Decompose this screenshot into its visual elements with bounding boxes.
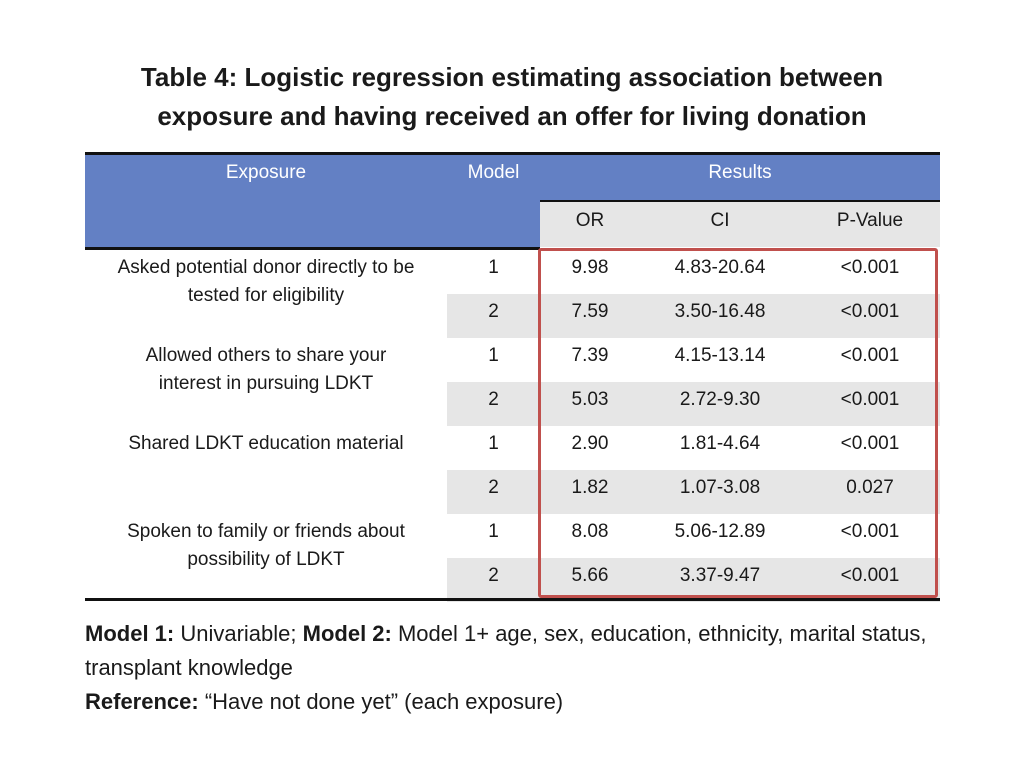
cell-model: 1 — [488, 345, 499, 366]
exposure-label-line: tested for eligibility — [187, 285, 345, 306]
cell-model: 2 — [488, 389, 499, 410]
cell-or: 7.59 — [571, 301, 609, 322]
exposure-label: Allowed others to share your interest in … — [85, 342, 447, 398]
exposure-label-line: interest in pursuing LDKT — [158, 373, 374, 394]
table-header-rule — [85, 247, 540, 250]
title-line-1: Table 4: Logistic regression estimating … — [140, 62, 884, 92]
cell-ci: 5.06-12.89 — [674, 521, 766, 542]
subheader-shade — [540, 202, 940, 247]
row-shade — [447, 294, 940, 338]
header-results: Results — [708, 162, 772, 183]
cell-ci: 2.72-9.30 — [679, 389, 761, 410]
cell-model: 2 — [488, 477, 499, 498]
cell-or: 5.03 — [571, 389, 609, 410]
model2-label: Model 2: — [302, 621, 392, 646]
cell-or: 2.90 — [571, 433, 609, 454]
model1-label: Model 1: — [85, 621, 175, 646]
cell-model: 2 — [488, 301, 499, 322]
results-subheader-rule — [540, 200, 940, 202]
row-shade — [447, 382, 940, 426]
results-highlight-box — [538, 248, 938, 598]
reference-text: “Have not done yet” (each exposure) — [198, 689, 564, 714]
subheader-ci: CI — [710, 210, 730, 231]
exposure-label-line: Asked potential donor directly to be — [117, 257, 415, 278]
cell-ci: 3.50-16.48 — [674, 301, 766, 322]
cell-pvalue: <0.001 — [840, 389, 900, 410]
cell-ci: 1.07-3.08 — [679, 477, 761, 498]
cell-or: 7.39 — [571, 345, 609, 366]
cell-or: 1.82 — [571, 477, 609, 498]
cell-pvalue: <0.001 — [840, 565, 900, 586]
title-line-2: exposure and having received an offer fo… — [157, 101, 867, 131]
exposure-label-line: Shared LDKT education material — [128, 433, 404, 454]
cell-ci: 3.37-9.47 — [679, 565, 761, 586]
cell-model: 1 — [488, 521, 499, 542]
cell-ci: 4.83-20.64 — [674, 257, 766, 278]
model-notes: Model 1: Univariable; Model 2: Model 1+ … — [85, 617, 985, 685]
cell-pvalue: <0.001 — [840, 521, 900, 542]
cell-pvalue: <0.001 — [840, 345, 900, 366]
cell-model: 1 — [488, 257, 499, 278]
cell-pvalue: 0.027 — [846, 477, 894, 498]
exposure-label: Asked potential donor directly to be test… — [85, 254, 447, 310]
cell-or: 9.98 — [571, 257, 609, 278]
header-model: Model — [467, 162, 520, 183]
cell-or: 8.08 — [571, 521, 609, 542]
table-notes: Model 1: Univariable; Model 2: Model 1+ … — [85, 617, 985, 719]
exposure-label-line: Spoken to family or friends about — [127, 521, 405, 542]
exposure-label-line: possibility of LDKT — [187, 549, 345, 570]
cell-ci: 1.81-4.64 — [679, 433, 761, 454]
exposure-label: Spoken to family or friends about possibi… — [85, 518, 447, 574]
cell-or: 5.66 — [571, 565, 609, 586]
exposure-label-line: Allowed others to share your — [145, 345, 387, 366]
row-shade — [447, 558, 940, 602]
exposure-label: Shared LDKT education material — [85, 430, 447, 458]
reference-label: Reference: — [85, 689, 199, 714]
cell-pvalue: <0.001 — [840, 257, 900, 278]
subheader-pvalue: P-Value — [836, 210, 904, 231]
header-results-block — [540, 155, 940, 200]
header-exposure: Exposure — [225, 162, 307, 183]
row-shade — [447, 470, 940, 514]
table-bottom-rule — [85, 598, 940, 601]
header-exposure-model-block — [85, 155, 540, 247]
reference-note: Reference: “Have not done yet” (each exp… — [85, 685, 985, 719]
subheader-or: OR — [575, 210, 605, 231]
table-title: Table 4: Logistic regression estimating … — [0, 58, 1024, 136]
model2-text: Model 1+ age, sex, education, ethnicity,… — [85, 621, 927, 680]
cell-model: 2 — [488, 565, 499, 586]
cell-pvalue: <0.001 — [840, 433, 900, 454]
cell-model: 1 — [488, 433, 499, 454]
model1-text: Univariable; — [174, 621, 303, 646]
cell-pvalue: <0.001 — [840, 301, 900, 322]
cell-ci: 4.15-13.14 — [674, 345, 766, 366]
table-top-rule — [85, 152, 940, 155]
